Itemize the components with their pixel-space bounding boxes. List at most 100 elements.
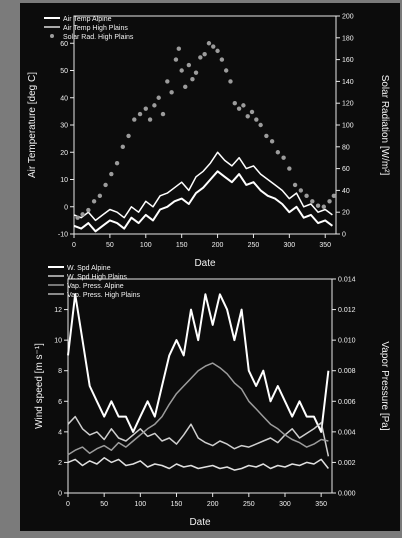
point-solar-rad-high-plains bbox=[186, 62, 192, 68]
point-solar-rad-high-plains bbox=[75, 215, 80, 220]
top-y2-ticks: 0 20 40 60 80 100 120 140 160 180 200 bbox=[336, 14, 354, 239]
y2-tick-label: 0.002 bbox=[338, 460, 356, 467]
top-y2-axis-label: Solar Radiation [W/m²] bbox=[379, 75, 390, 176]
legend-swatch-solar-rad bbox=[50, 34, 54, 38]
x-tick-label: 0 bbox=[72, 242, 76, 249]
point-solar-rad-high-plains bbox=[298, 188, 304, 193]
bottom-y2-ticks: 0.000 0.002 0.004 0.006 0.008 0.010 0.012 0.014 bbox=[332, 277, 356, 498]
y2-tick-label: 180 bbox=[342, 35, 354, 42]
bottom-y2-axis-label: Vapor Pressure [Pa] bbox=[379, 341, 390, 431]
y-tick-label: 30 bbox=[60, 123, 68, 130]
x-tick-label: 0 bbox=[66, 501, 70, 508]
line-w-spd-alpine bbox=[67, 293, 330, 433]
y-tick-label: 10 bbox=[54, 338, 62, 345]
point-solar-rad-high-plains bbox=[292, 182, 298, 188]
point-solar-rad-high-plains bbox=[304, 193, 309, 199]
point-solar-rad-high-plains bbox=[206, 41, 212, 46]
point-solar-rad-high-plains bbox=[310, 199, 315, 204]
y2-tick-label: 80 bbox=[342, 144, 350, 151]
y2-tick-label: 20 bbox=[342, 210, 350, 217]
line-vap-press-high-plains bbox=[67, 457, 329, 471]
legend-wspd-alpine: W. Spd Alpine bbox=[67, 265, 111, 272]
point-solar-rad-high-plains bbox=[147, 117, 153, 122]
point-solar-rad-high-plains bbox=[241, 103, 246, 108]
point-solar-rad-high-plains bbox=[202, 51, 207, 57]
y2-tick-label: 0.006 bbox=[338, 399, 356, 406]
y2-tick-label: 200 bbox=[342, 14, 354, 21]
y2-tick-label: 160 bbox=[342, 57, 354, 64]
y-tick-label: 6 bbox=[58, 399, 62, 406]
point-solar-rad-high-plains bbox=[169, 90, 174, 95]
bottom-x-axis-label: Date bbox=[189, 517, 211, 528]
y-tick-label: 40 bbox=[60, 95, 68, 102]
point-solar-rad-high-plains bbox=[183, 84, 188, 90]
point-solar-rad-high-plains bbox=[179, 68, 184, 73]
x-tick-label: 350 bbox=[315, 501, 327, 508]
point-solar-rad-high-plains bbox=[91, 199, 97, 204]
top-x-axis-label: Date bbox=[194, 258, 216, 269]
top-y-axis-label: Air Temperature [deg C] bbox=[27, 72, 38, 178]
point-solar-rad-high-plains bbox=[97, 193, 103, 199]
bottom-y-axis-label: Wind speed [m s⁻¹] bbox=[34, 343, 45, 429]
point-solar-rad-high-plains bbox=[173, 57, 179, 62]
point-solar-rad-high-plains bbox=[219, 57, 225, 62]
y-tick-label: 0 bbox=[58, 491, 62, 498]
line-air-temp-alpine bbox=[73, 170, 333, 233]
bottom-x-ticks: 0 50 100 150 200 250 300 350 bbox=[66, 493, 327, 508]
point-solar-rad-high-plains bbox=[160, 111, 166, 117]
x-tick-label: 300 bbox=[283, 242, 295, 249]
y2-tick-label: 0.012 bbox=[338, 307, 356, 314]
legend-vap-alpine: Vap. Press. Alpine bbox=[67, 283, 124, 290]
y2-tick-label: 60 bbox=[342, 166, 350, 173]
point-solar-rad-high-plains bbox=[132, 117, 137, 122]
y2-tick-label: 0.010 bbox=[338, 338, 356, 345]
point-solar-rad-high-plains bbox=[249, 109, 255, 115]
point-solar-rad-high-plains bbox=[156, 95, 161, 100]
x-tick-label: 100 bbox=[140, 242, 152, 249]
line-vap-press-alpine bbox=[67, 362, 329, 456]
point-solar-rad-high-plains bbox=[143, 106, 148, 111]
y-tick-label: 20 bbox=[60, 150, 68, 157]
point-solar-rad-high-plains bbox=[137, 111, 143, 117]
y-tick-label: 60 bbox=[60, 41, 68, 48]
point-solar-rad-high-plains bbox=[287, 166, 292, 171]
x-tick-label: 50 bbox=[106, 242, 114, 249]
y2-tick-label: 120 bbox=[342, 101, 354, 108]
point-solar-rad-high-plains bbox=[223, 68, 229, 73]
y2-tick-label: 0.004 bbox=[338, 429, 356, 436]
y2-tick-label: 0 bbox=[342, 232, 346, 239]
y-tick-label: 10 bbox=[60, 177, 68, 184]
bottom-y-ticks: 0 2 4 6 8 10 12 bbox=[54, 307, 68, 498]
y2-tick-label: 100 bbox=[342, 123, 354, 130]
y-tick-label: 4 bbox=[58, 429, 62, 436]
point-solar-rad-high-plains bbox=[165, 79, 170, 84]
x-tick-label: 50 bbox=[100, 501, 108, 508]
figure-panel bbox=[20, 3, 400, 531]
legend-solar-rad-high-plains: Solar Rad. High Plains bbox=[63, 34, 134, 41]
y2-tick-label: 40 bbox=[342, 188, 350, 195]
bottom-series bbox=[67, 293, 330, 471]
point-solar-rad-high-plains bbox=[198, 55, 203, 60]
top-x-ticks: 0 50 100 150 200 250 300 350 bbox=[72, 234, 331, 249]
top-y-ticks: -10 0 10 20 30 40 50 60 bbox=[58, 41, 74, 239]
point-solar-rad-high-plains bbox=[269, 139, 275, 144]
point-solar-rad-high-plains bbox=[232, 101, 237, 106]
point-solar-rad-high-plains bbox=[215, 48, 220, 54]
point-solar-rad-high-plains bbox=[315, 203, 321, 208]
legend-air-temp-alpine: Air Temp Alpine bbox=[63, 16, 112, 23]
x-tick-label: 250 bbox=[248, 242, 260, 249]
point-solar-rad-high-plains bbox=[126, 133, 131, 139]
point-solar-rad-high-plains bbox=[86, 207, 91, 213]
point-solar-rad-high-plains bbox=[211, 44, 216, 49]
legend-air-temp-high-plains: Air Temp High Plains bbox=[63, 25, 128, 32]
top-series bbox=[73, 41, 337, 233]
x-tick-label: 350 bbox=[319, 242, 331, 249]
point-solar-rad-high-plains bbox=[245, 114, 250, 119]
point-solar-rad-high-plains bbox=[321, 204, 326, 209]
y-tick-label: 12 bbox=[54, 307, 62, 314]
point-solar-rad-high-plains bbox=[258, 122, 263, 128]
point-solar-rad-high-plains bbox=[193, 70, 199, 75]
y2-tick-label: 0.014 bbox=[338, 277, 356, 284]
point-solar-rad-high-plains bbox=[114, 160, 120, 166]
